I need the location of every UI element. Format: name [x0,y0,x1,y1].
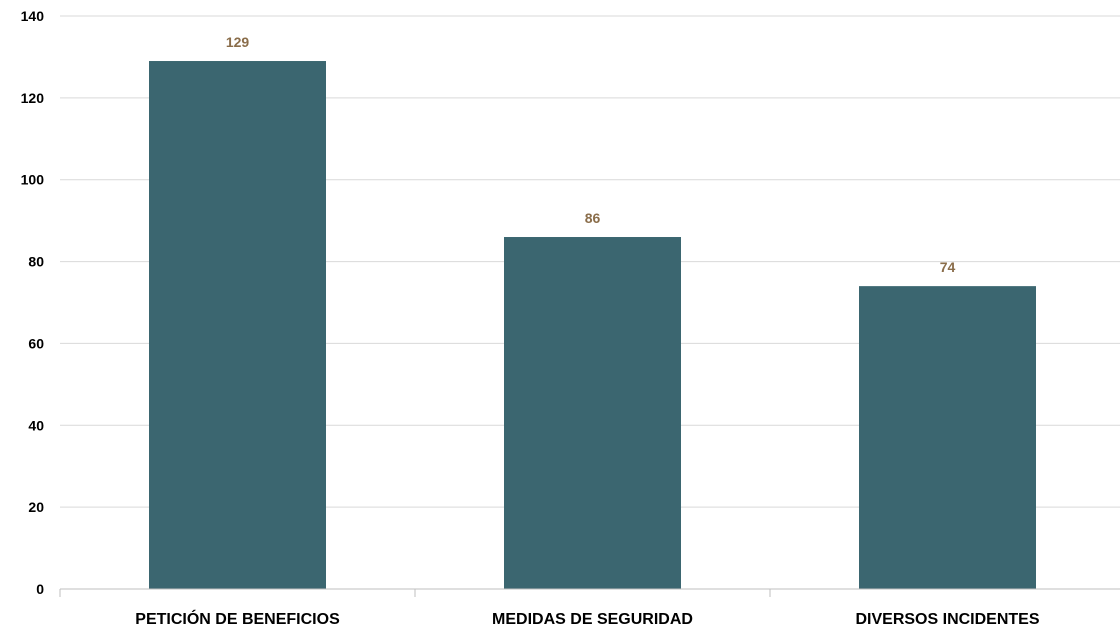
x-category-label: PETICIÓN DE BENEFICIOS [135,609,340,628]
data-labels: 129 86 74 [226,34,956,275]
bar [859,286,1036,589]
y-tick-label: 0 [36,581,44,597]
x-category-label: DIVERSOS INCIDENTES [855,611,1039,628]
y-tick-label: 120 [21,90,45,106]
data-label: 86 [585,210,601,226]
data-label: 129 [226,34,250,50]
bars [149,61,1036,590]
x-axis-categories: PETICIÓN DE BENEFICIOS MEDIDAS DE SEGURID… [135,609,1040,628]
bar [149,61,326,590]
y-axis-ticks: 0 20 40 60 80 100 120 140 [21,8,45,597]
x-category-label: MEDIDAS DE SEGURIDAD [492,611,693,628]
y-tick-label: 100 [21,172,45,188]
data-label: 74 [940,259,956,275]
y-tick-label: 60 [28,335,44,351]
bar [504,237,681,589]
y-tick-label: 20 [28,499,44,515]
y-tick-label: 80 [28,254,44,270]
y-tick-label: 40 [28,417,44,433]
y-tick-label: 140 [21,8,45,24]
x-axis [59,588,1120,597]
